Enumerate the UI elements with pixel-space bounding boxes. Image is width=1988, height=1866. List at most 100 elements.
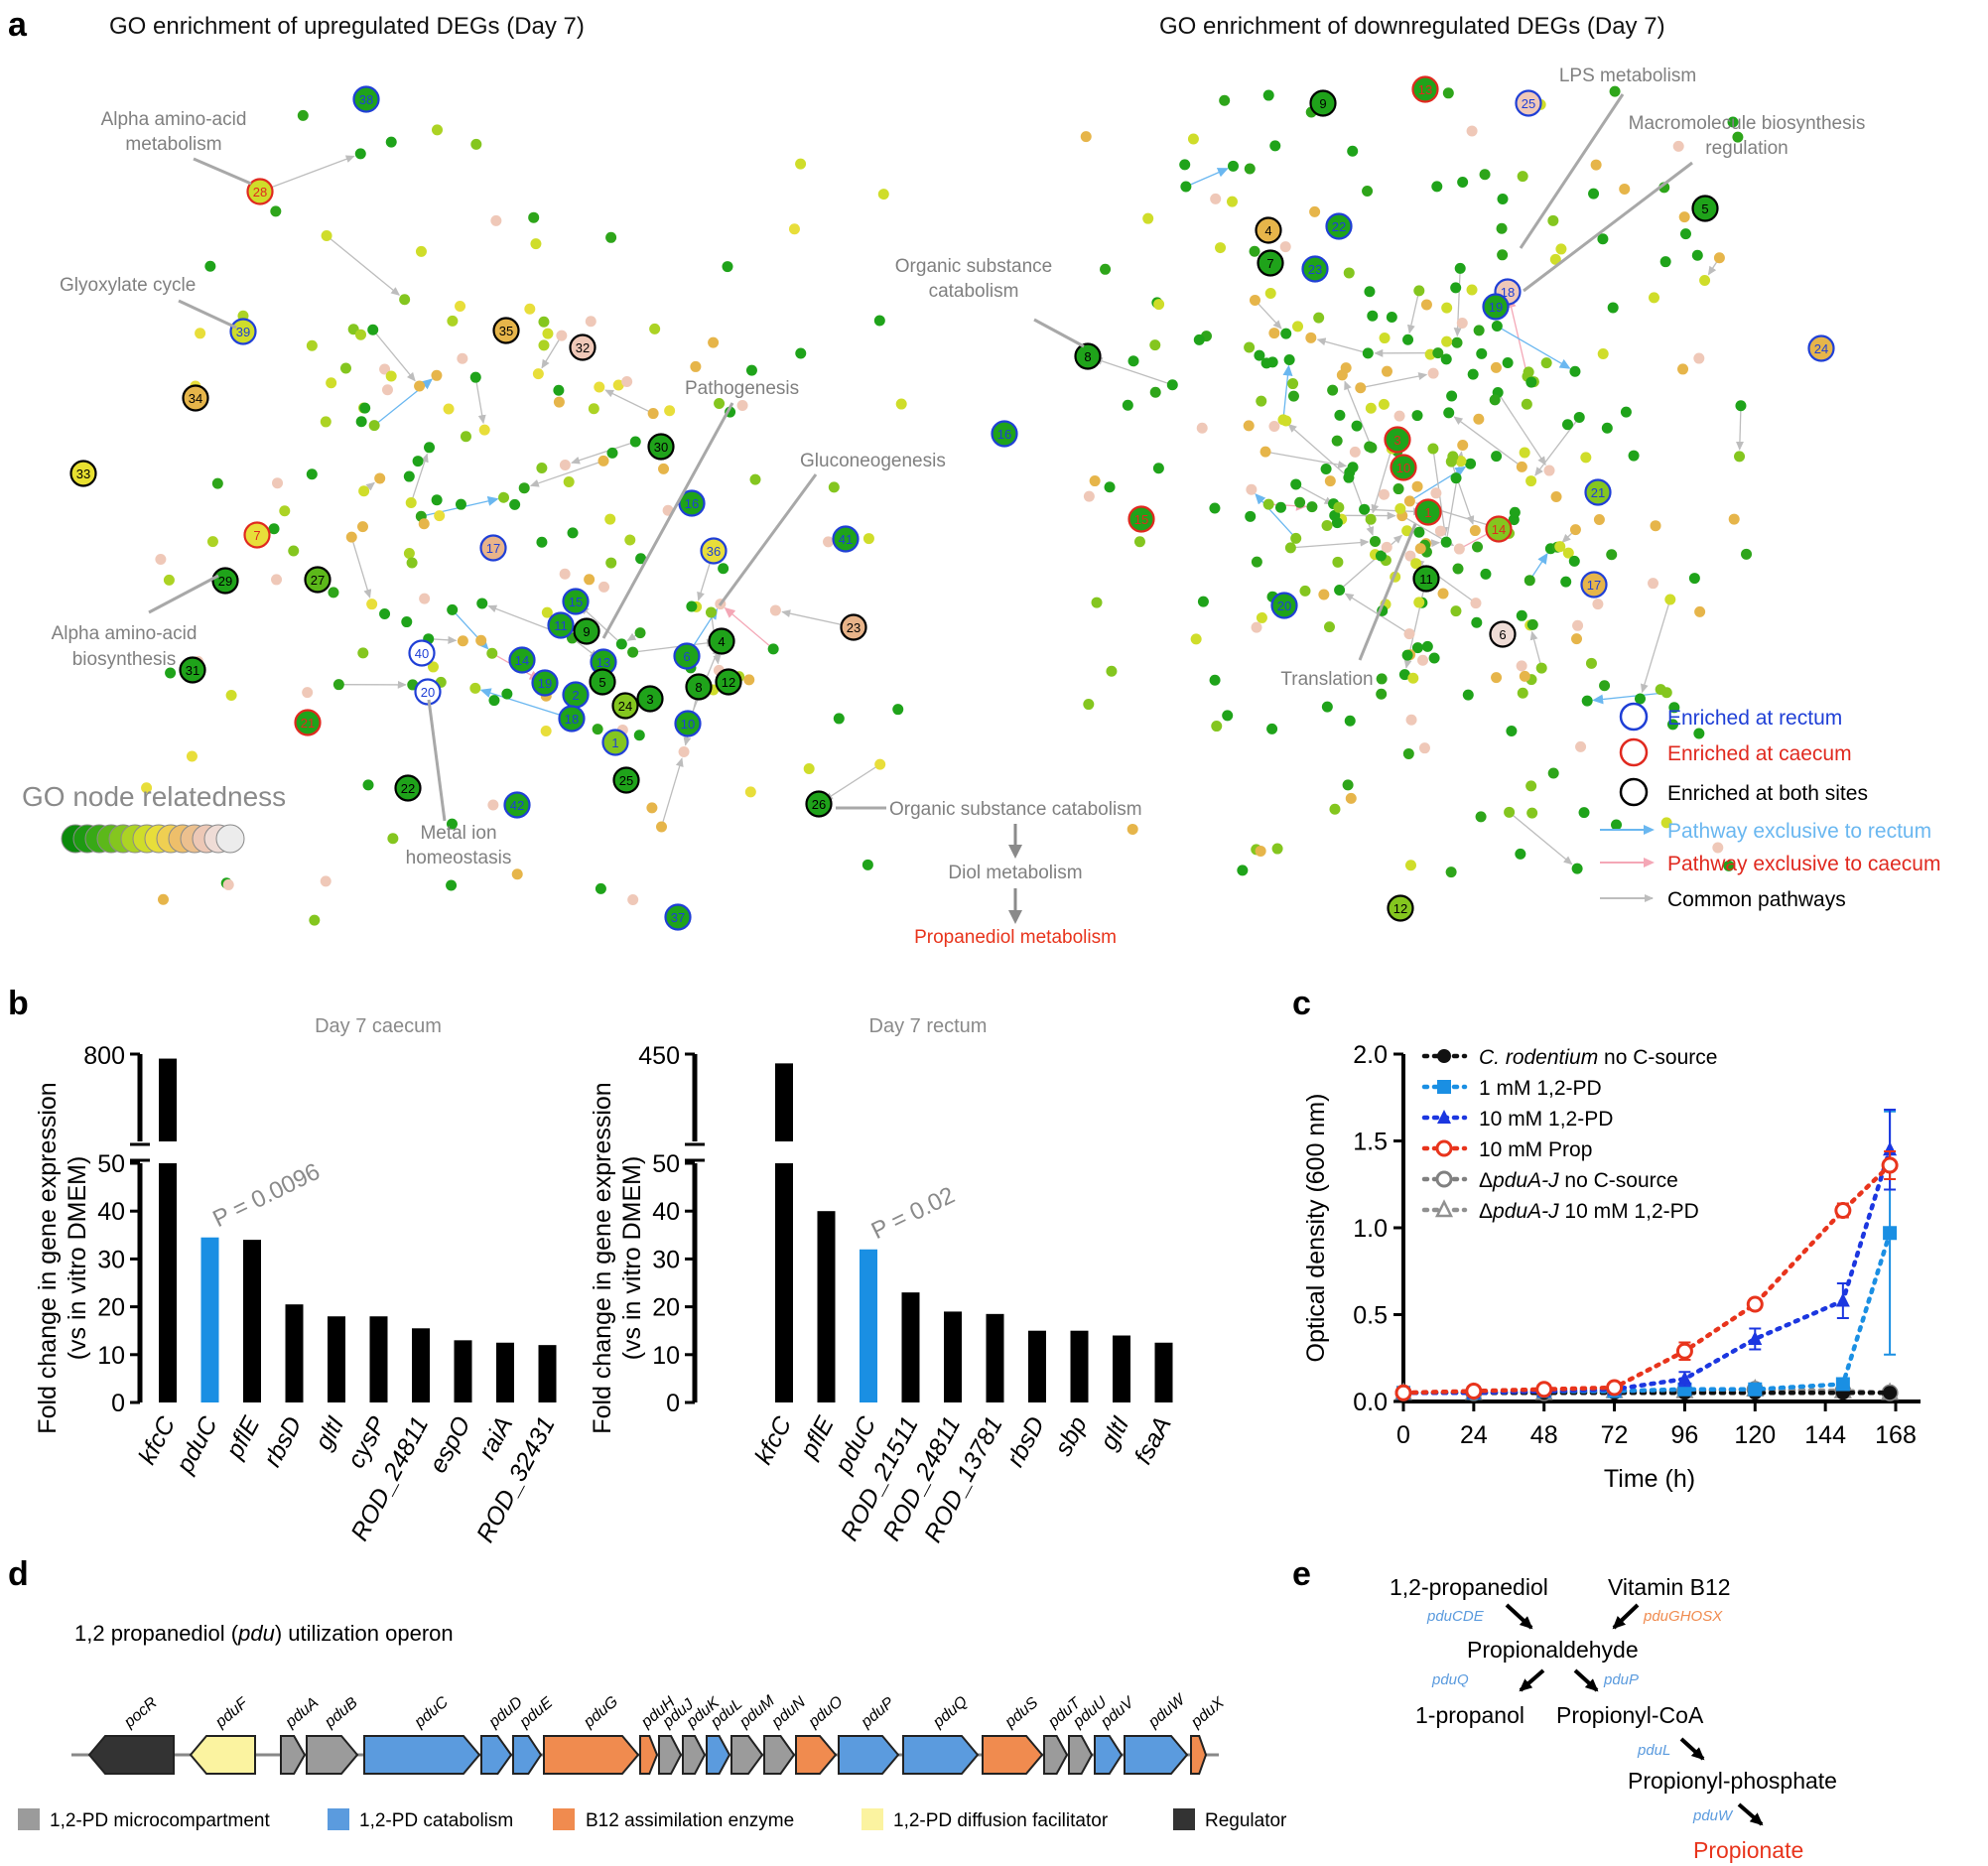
network-node	[1375, 550, 1387, 562]
go-node-label: 39	[236, 325, 250, 339]
network-node	[1588, 188, 1600, 200]
arrow-to-propionylphosphate	[1679, 1737, 1705, 1761]
legend-label-italic: pduA-J	[1492, 1169, 1559, 1192]
legend-label-suffix: no C-source	[1559, 1169, 1678, 1192]
network-node	[358, 485, 370, 497]
go-node-9	[1309, 89, 1337, 117]
network-node	[1454, 262, 1466, 274]
gene-pduS	[982, 1735, 1044, 1775]
network-node	[1650, 520, 1661, 532]
gene-pduL	[706, 1735, 731, 1775]
y-axis-label-line2: (vs in vitro DMEM)	[618, 1156, 646, 1361]
network-node	[1264, 288, 1276, 300]
network-node	[1393, 410, 1405, 422]
node-vitamin-b12: Vitamin B12	[1608, 1574, 1731, 1600]
go-node-label: 15	[569, 595, 583, 609]
network-node	[460, 431, 471, 443]
data-point	[1835, 1292, 1850, 1307]
go-node-label: 16	[685, 496, 699, 511]
network-node	[1578, 807, 1590, 819]
network-node	[1569, 524, 1581, 536]
network-node	[1244, 341, 1256, 353]
network-node	[1519, 447, 1530, 459]
left-network-annotations: Alpha amino-acid metabolism Glyoxylate c…	[52, 109, 1142, 948]
network-node	[1465, 458, 1477, 469]
network-node	[1320, 463, 1332, 474]
network-node	[1471, 616, 1483, 628]
network-node	[1122, 399, 1133, 411]
network-node	[597, 455, 609, 466]
y-tick-label: 50	[97, 1150, 125, 1178]
network-node	[744, 786, 756, 798]
go-node-10	[1390, 454, 1417, 481]
network-node	[1580, 452, 1592, 464]
data-point	[1748, 1331, 1763, 1345]
y-axis-label-line1: Fold change in gene expression	[34, 1082, 62, 1433]
network-node	[1251, 556, 1262, 568]
network-node	[1381, 541, 1392, 553]
network-edge	[1592, 692, 1667, 705]
network-node	[1347, 145, 1359, 157]
network-node	[1268, 328, 1280, 339]
go-node-8	[1074, 342, 1102, 370]
network-node	[320, 416, 331, 428]
bar-ROD_21511	[901, 1292, 920, 1402]
enzyme-pdup: pduP	[1603, 1671, 1639, 1688]
relatedness-gradient	[61, 824, 245, 854]
network-node	[767, 643, 779, 655]
go-node-36	[700, 537, 728, 565]
network-edge	[1316, 337, 1369, 354]
annotation-pointer	[1519, 93, 1625, 249]
y-tick-label: 30	[652, 1246, 680, 1273]
network-node	[1262, 89, 1274, 101]
go-node-21	[1584, 478, 1612, 506]
network-node	[1227, 160, 1239, 172]
network-node	[1411, 480, 1423, 492]
legend-swatch-b12	[553, 1808, 575, 1830]
annotation-pointer	[601, 402, 734, 639]
node-propanol: 1-propanol	[1415, 1702, 1524, 1728]
go-node-label: 41	[839, 532, 853, 547]
enzyme-pducde: pduCDE	[1426, 1608, 1485, 1625]
network-node	[873, 315, 885, 327]
data-point	[1883, 1386, 1898, 1400]
network-node	[795, 158, 807, 170]
go-node-label: 7	[253, 528, 260, 543]
gene-pduT	[1043, 1735, 1069, 1775]
data-point	[1881, 1156, 1899, 1174]
network-node	[487, 799, 499, 811]
go-node-label: 1	[1424, 505, 1431, 520]
go-node-label: 8	[695, 680, 702, 695]
network-node	[1166, 379, 1178, 391]
go-node-label: 12	[1393, 901, 1407, 916]
go-node-8	[685, 673, 713, 701]
network-node	[1430, 487, 1442, 499]
network-node	[509, 498, 521, 510]
network-edge	[1290, 538, 1370, 549]
network-node	[1249, 294, 1260, 306]
network-node	[1222, 710, 1234, 722]
annotation-translation: Translation	[1280, 669, 1373, 690]
network-edge	[410, 453, 429, 503]
network-node	[1428, 652, 1440, 664]
network-node	[405, 497, 417, 509]
network-small-nodes	[141, 109, 907, 926]
network-node	[339, 362, 351, 374]
network-node	[803, 763, 815, 775]
network-edge	[632, 638, 717, 653]
network-node	[1526, 807, 1538, 819]
operon-legend: 1,2-PD microcompartment 1,2-PD catabolism…	[18, 1808, 1287, 1831]
annotation-pointer	[427, 699, 447, 822]
network-node	[1437, 588, 1449, 600]
network-node	[585, 316, 596, 328]
network-node	[1496, 222, 1508, 234]
operon-title: 1,2 propanediol (pdu) utilization operon	[74, 1621, 454, 1646]
network-node	[722, 261, 733, 273]
gene-label: pduA	[282, 1694, 322, 1732]
network-node	[1351, 420, 1363, 432]
gene-pduO	[795, 1735, 838, 1775]
network-node	[1237, 865, 1249, 876]
network-node	[1106, 665, 1118, 677]
go-node-label: 3	[646, 692, 653, 707]
